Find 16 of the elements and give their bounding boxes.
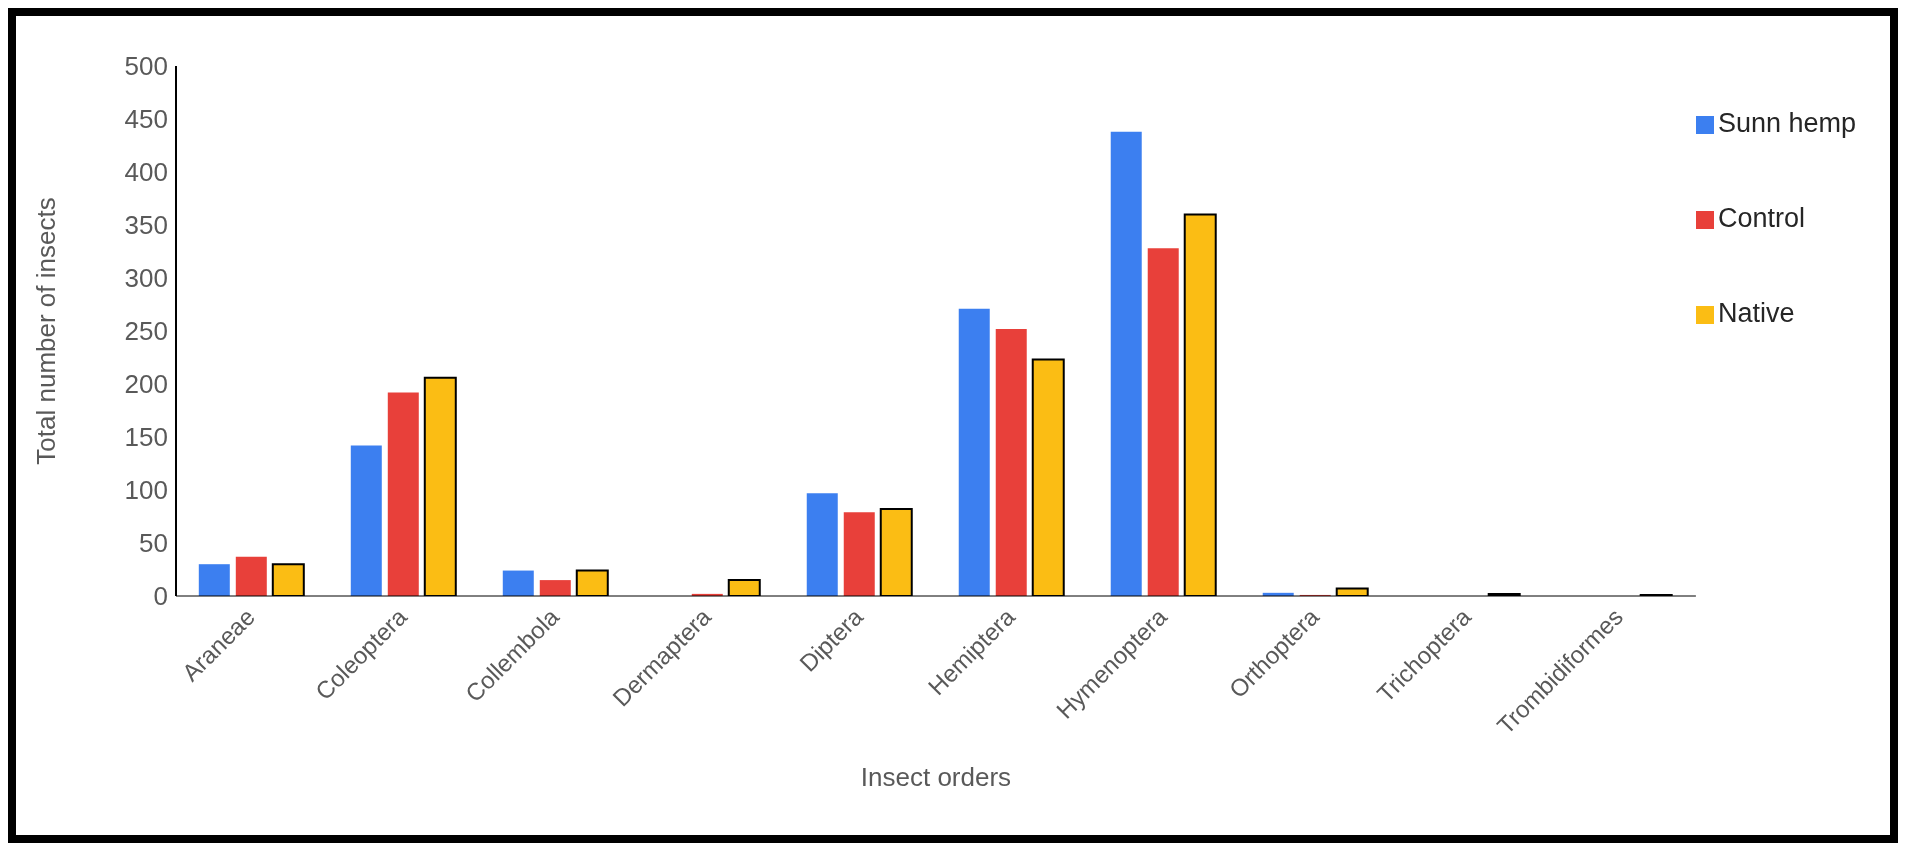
y-tick-label: 400: [124, 157, 168, 188]
legend-label: Sunn hemp: [1717, 108, 1856, 138]
legend-label: Control: [1717, 203, 1805, 233]
y-tick-label: 150: [124, 422, 168, 453]
legend-label: Native: [1717, 298, 1795, 328]
y-tick-label: 500: [124, 51, 168, 82]
y-tick-label: 350: [124, 210, 168, 241]
y-tick-label: 50: [139, 528, 168, 559]
y-axis-title: Total number of insects: [31, 197, 62, 465]
y-tick-label: 450: [124, 104, 168, 135]
y-tick-label: 300: [124, 263, 168, 294]
x-axis-title: Insect orders: [860, 762, 1012, 792]
y-tick-label: 200: [124, 369, 168, 400]
y-tick-label: 100: [124, 475, 168, 506]
y-tick-label: 250: [124, 316, 168, 347]
y-tick-label: 0: [153, 581, 168, 612]
